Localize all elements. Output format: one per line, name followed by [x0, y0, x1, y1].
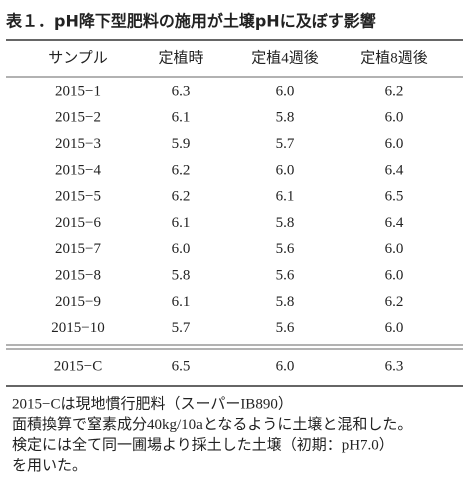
- header-cell: サンプル: [48, 49, 108, 66]
- cell: 5.6: [276, 268, 295, 284]
- cell: 2015−4: [55, 162, 101, 178]
- cell: 2015−2: [55, 110, 101, 126]
- cell: 6.1: [276, 189, 295, 205]
- cell: 5.6: [276, 320, 295, 336]
- cell: 2015−9: [55, 294, 101, 310]
- cell: 5.9: [172, 136, 191, 152]
- cell: 6.1: [172, 110, 191, 126]
- cell: 6.2: [385, 294, 404, 310]
- title: 表１．pH降下型肥料の施用が土壌pHに及ぼす影響: [5, 12, 376, 31]
- cell: 2015−6: [55, 215, 101, 231]
- cell: 6.2: [385, 83, 404, 99]
- cell: 2015−1: [55, 83, 101, 99]
- cell: 5.7: [276, 136, 295, 152]
- cell: 6.0: [385, 241, 404, 257]
- cell: 6.1: [172, 294, 191, 310]
- note: 検定には全て同一圃場より採土した土壌（初期：pH7.0）: [12, 435, 394, 453]
- cell: 2015−C: [54, 358, 102, 374]
- note: を用いた。: [12, 457, 87, 474]
- cell: 6.0: [385, 320, 404, 336]
- cell: 2015−3: [55, 136, 101, 152]
- header-cell: 定植8週後: [360, 49, 428, 66]
- header-cell: 定植4週後: [251, 49, 319, 66]
- cell: 6.5: [172, 358, 191, 374]
- cell: 6.0: [385, 136, 404, 152]
- cell: 2015−8: [55, 268, 101, 284]
- cell: 2015−10: [51, 320, 104, 336]
- cell: 6.1: [172, 215, 191, 231]
- cell: 6.4: [385, 215, 404, 231]
- cell: 6.3: [385, 358, 404, 374]
- cell: 6.5: [385, 189, 404, 205]
- cell: 6.0: [276, 83, 295, 99]
- header-cell: 定植時: [158, 49, 203, 66]
- cell: 6.4: [385, 162, 404, 178]
- note: 面積換算で窒素成分40kg/10aとなるように土壌と混和した。: [12, 415, 412, 433]
- cell: 6.0: [385, 268, 404, 284]
- cell: 5.6: [276, 241, 295, 257]
- cell: 2015−7: [55, 241, 101, 257]
- cell: 6.0: [276, 358, 295, 374]
- cell: 6.0: [172, 241, 191, 257]
- cell: 6.2: [172, 189, 191, 205]
- cell: 6.0: [276, 162, 295, 178]
- cell: 6.2: [172, 162, 191, 178]
- note: 2015−Cは現地慣行肥料（スーパーIB890）: [12, 394, 293, 412]
- cell: 6.0: [385, 110, 404, 126]
- cell: 5.8: [276, 215, 295, 231]
- cell: 5.7: [172, 320, 191, 336]
- cell: 2015−5: [55, 189, 101, 205]
- cell: 5.8: [276, 110, 295, 126]
- cell: 6.3: [172, 83, 191, 99]
- cell: 5.8: [276, 294, 295, 310]
- cell: 5.8: [172, 268, 191, 284]
